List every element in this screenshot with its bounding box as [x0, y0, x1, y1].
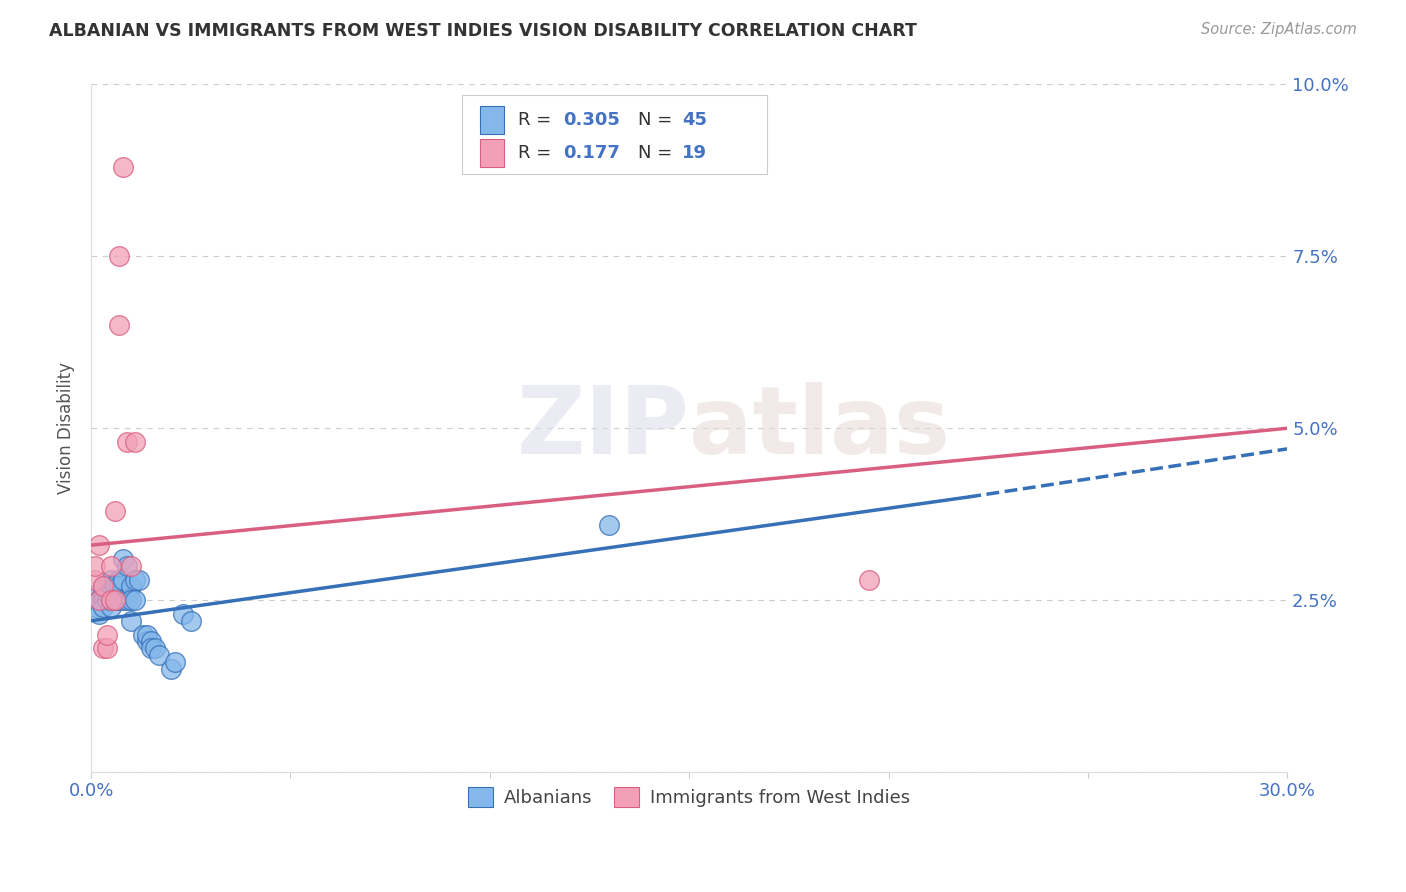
- Point: [100, 593, 122, 607]
- Text: N =: N =: [638, 145, 678, 162]
- Point: [180, 614, 202, 628]
- Text: N =: N =: [638, 112, 678, 129]
- Point: [120, 593, 142, 607]
- Point: [89, 607, 111, 621]
- Point: [100, 593, 122, 607]
- Point: [100, 600, 122, 615]
- Legend: Albanians, Immigrants from West Indies: Albanians, Immigrants from West Indies: [461, 780, 918, 814]
- Point: [108, 586, 131, 600]
- Point: [104, 579, 127, 593]
- Point: [104, 504, 127, 518]
- Point: [112, 160, 135, 174]
- Point: [136, 634, 159, 648]
- Point: [160, 662, 183, 676]
- Point: [143, 641, 166, 656]
- Text: 45: 45: [682, 112, 707, 129]
- Text: ZIP: ZIP: [516, 383, 689, 475]
- Point: [91, 579, 114, 593]
- Point: [108, 249, 131, 263]
- Point: [148, 648, 170, 663]
- Point: [96, 586, 118, 600]
- Point: [112, 552, 135, 566]
- Point: [89, 586, 111, 600]
- Point: [124, 573, 146, 587]
- Point: [124, 435, 146, 450]
- FancyBboxPatch shape: [479, 139, 503, 167]
- Point: [112, 573, 135, 587]
- Point: [598, 517, 620, 532]
- Point: [163, 655, 186, 669]
- Point: [115, 435, 138, 450]
- Text: 0.305: 0.305: [564, 112, 620, 129]
- FancyBboxPatch shape: [463, 95, 766, 174]
- Point: [136, 627, 159, 641]
- Text: R =: R =: [519, 112, 557, 129]
- Point: [858, 573, 880, 587]
- Point: [84, 600, 107, 615]
- Point: [120, 579, 142, 593]
- Point: [139, 641, 162, 656]
- Point: [91, 579, 114, 593]
- Point: [100, 558, 122, 573]
- Text: 0.177: 0.177: [564, 145, 620, 162]
- Point: [84, 558, 107, 573]
- Point: [108, 579, 131, 593]
- Point: [108, 593, 131, 607]
- Point: [112, 593, 135, 607]
- Point: [89, 538, 111, 552]
- Text: 19: 19: [682, 145, 707, 162]
- Point: [108, 573, 131, 587]
- Point: [96, 641, 118, 656]
- Point: [104, 593, 127, 607]
- Point: [120, 614, 142, 628]
- Point: [108, 318, 131, 332]
- Y-axis label: Vision Disability: Vision Disability: [58, 362, 75, 494]
- Point: [120, 558, 142, 573]
- Point: [96, 579, 118, 593]
- Point: [84, 573, 107, 587]
- Point: [104, 593, 127, 607]
- Text: R =: R =: [519, 145, 562, 162]
- Point: [91, 641, 114, 656]
- Point: [128, 573, 150, 587]
- Point: [89, 593, 111, 607]
- Point: [124, 593, 146, 607]
- Point: [89, 593, 111, 607]
- Point: [91, 600, 114, 615]
- Point: [96, 593, 118, 607]
- Point: [132, 627, 155, 641]
- Point: [100, 573, 122, 587]
- Point: [172, 607, 194, 621]
- Point: [115, 558, 138, 573]
- Point: [96, 627, 118, 641]
- FancyBboxPatch shape: [479, 106, 503, 134]
- Point: [91, 586, 114, 600]
- Point: [139, 634, 162, 648]
- Point: [115, 593, 138, 607]
- Point: [100, 579, 122, 593]
- Text: atlas: atlas: [689, 383, 950, 475]
- Text: ALBANIAN VS IMMIGRANTS FROM WEST INDIES VISION DISABILITY CORRELATION CHART: ALBANIAN VS IMMIGRANTS FROM WEST INDIES …: [49, 22, 917, 40]
- Point: [104, 593, 127, 607]
- Point: [91, 593, 114, 607]
- Text: Source: ZipAtlas.com: Source: ZipAtlas.com: [1201, 22, 1357, 37]
